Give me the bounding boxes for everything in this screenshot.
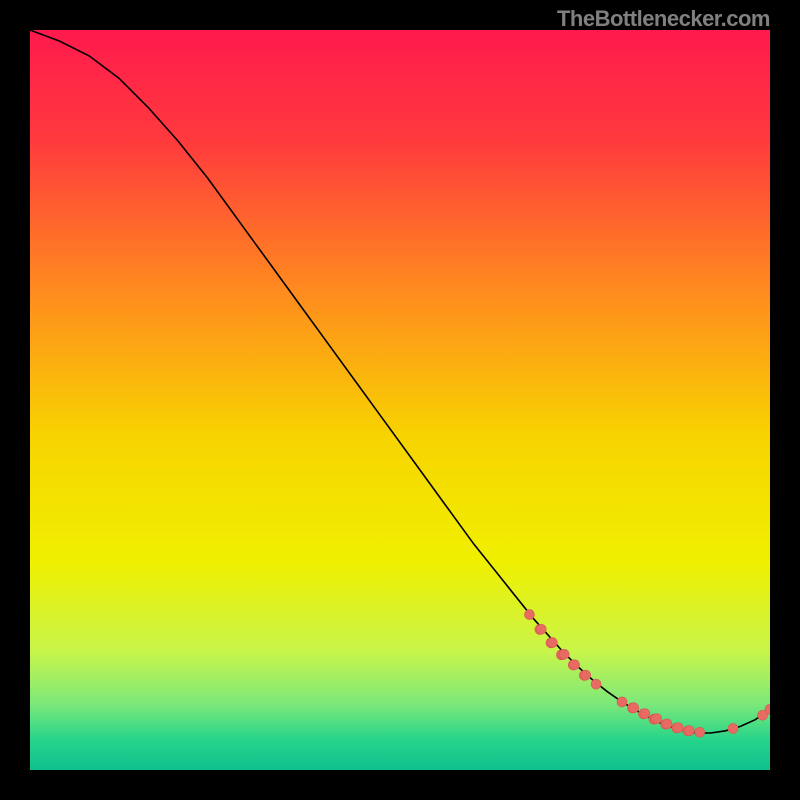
data-marker [570, 660, 580, 670]
watermark-label: TheBottlenecker.com [557, 6, 770, 32]
data-marker [673, 723, 683, 733]
plot-area [30, 30, 770, 770]
data-marker [536, 624, 546, 634]
chart-root: TheBottlenecker.com [0, 0, 800, 800]
data-marker [640, 709, 650, 719]
data-marker [547, 638, 557, 648]
data-marker [695, 727, 705, 737]
data-marker [591, 679, 601, 689]
data-marker [581, 670, 591, 680]
data-marker [617, 697, 627, 707]
gradient-background [30, 30, 770, 770]
data-marker [728, 724, 738, 734]
data-marker [652, 714, 662, 724]
data-marker [662, 719, 672, 729]
data-marker [684, 726, 694, 736]
data-marker [525, 610, 535, 620]
data-marker [559, 649, 569, 659]
data-marker [629, 703, 639, 713]
chart-svg [30, 30, 770, 770]
